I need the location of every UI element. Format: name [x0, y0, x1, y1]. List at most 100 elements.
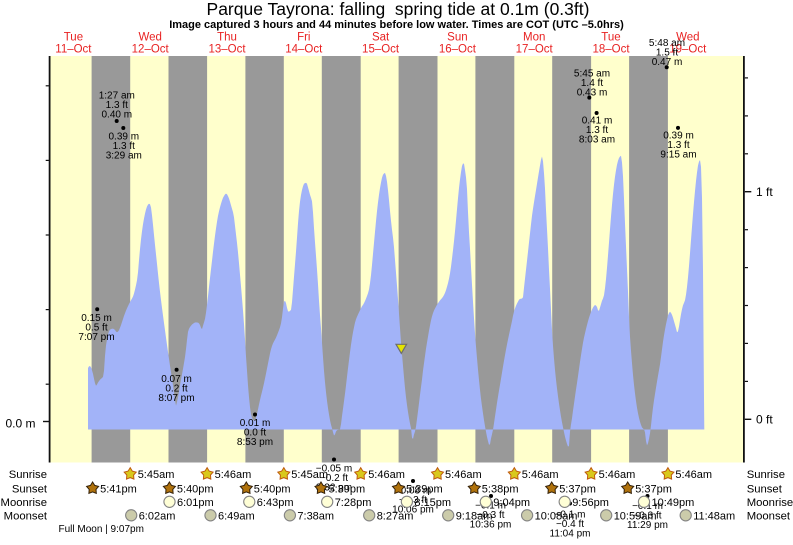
- svg-text:1.3 ft: 1.3 ft: [113, 141, 135, 152]
- svg-text:5:46am: 5:46am: [215, 469, 252, 481]
- svg-text:5:45 am: 5:45 am: [574, 69, 610, 80]
- svg-text:10:49pm: 10:49pm: [652, 497, 695, 509]
- svg-text:Full Moon | 9:07pm: Full Moon | 9:07pm: [59, 524, 144, 535]
- svg-text:Moonrise: Moonrise: [747, 497, 793, 509]
- svg-text:14–Oct: 14–Oct: [285, 44, 323, 56]
- svg-text:0.0 m: 0.0 m: [5, 417, 35, 431]
- svg-text:0.47 m: 0.47 m: [652, 57, 683, 68]
- svg-text:Wed: Wed: [138, 32, 161, 44]
- svg-text:0.01 m: 0.01 m: [240, 418, 271, 429]
- svg-text:11:29 pm: 11:29 pm: [627, 520, 668, 531]
- svg-text:16–Oct: 16–Oct: [439, 44, 477, 56]
- svg-text:1.3 ft: 1.3 ft: [586, 125, 608, 136]
- svg-text:−0.3 ft: −0.3 ft: [476, 510, 504, 521]
- svg-text:−0.3 ft: −0.3 ft: [399, 495, 427, 506]
- svg-text:10:36 pm: 10:36 pm: [470, 519, 512, 530]
- svg-text:8:27am: 8:27am: [377, 510, 414, 522]
- svg-text:0.40 m: 0.40 m: [102, 109, 133, 120]
- svg-text:5:46am: 5:46am: [522, 469, 559, 481]
- svg-text:5:41pm: 5:41pm: [100, 483, 137, 495]
- svg-text:5:46am: 5:46am: [368, 469, 405, 481]
- svg-text:5:45am: 5:45am: [291, 469, 328, 481]
- svg-text:5:38pm: 5:38pm: [482, 483, 519, 495]
- svg-text:1 ft: 1 ft: [756, 185, 773, 199]
- svg-text:0.15 m: 0.15 m: [81, 313, 112, 324]
- svg-text:−0.05 m: −0.05 m: [316, 464, 352, 475]
- svg-text:5:45am: 5:45am: [138, 469, 175, 481]
- svg-text:8:15pm: 8:15pm: [414, 497, 451, 509]
- svg-text:0.2 ft: 0.2 ft: [165, 383, 187, 394]
- svg-text:0.39 m: 0.39 m: [109, 132, 140, 143]
- svg-text:9:15 am: 9:15 am: [660, 149, 696, 160]
- svg-text:11–Oct: 11–Oct: [55, 44, 92, 56]
- svg-text:5:40pm: 5:40pm: [177, 483, 214, 495]
- svg-text:Thu: Thu: [217, 32, 237, 44]
- svg-text:0.0 ft: 0.0 ft: [244, 427, 266, 438]
- svg-text:Sunset: Sunset: [12, 483, 48, 495]
- svg-text:Fri: Fri: [297, 32, 310, 44]
- svg-text:Sun: Sun: [447, 32, 467, 44]
- svg-text:Sunrise: Sunrise: [747, 469, 785, 481]
- svg-text:1:27 am: 1:27 am: [99, 91, 135, 102]
- svg-text:−0.08 m: −0.08 m: [395, 486, 431, 497]
- svg-text:5:46am: 5:46am: [675, 469, 712, 481]
- svg-text:9:56pm: 9:56pm: [572, 497, 609, 509]
- svg-text:5:37pm: 5:37pm: [635, 483, 672, 495]
- svg-text:5:37pm: 5:37pm: [559, 483, 596, 495]
- svg-text:0.39 m: 0.39 m: [663, 131, 694, 142]
- svg-text:7:07 pm: 7:07 pm: [78, 332, 114, 343]
- svg-text:1.5 ft: 1.5 ft: [656, 47, 678, 58]
- svg-text:Wed: Wed: [676, 32, 699, 44]
- svg-text:6:02am: 6:02am: [139, 510, 176, 522]
- svg-text:7:38am: 7:38am: [297, 510, 334, 522]
- svg-text:9:32 pm: 9:32 pm: [316, 482, 352, 493]
- svg-text:5:40pm: 5:40pm: [254, 483, 291, 495]
- svg-text:7:28pm: 7:28pm: [335, 497, 372, 509]
- svg-text:Moonrise: Moonrise: [1, 497, 47, 509]
- svg-text:8:07 pm: 8:07 pm: [158, 393, 194, 404]
- svg-text:0.41 m: 0.41 m: [582, 116, 613, 127]
- svg-text:Image captured 3 hours and 44: Image captured 3 hours and 44 minutes be…: [169, 19, 624, 31]
- svg-text:Parque Tayrona: falling sprin: Parque Tayrona: falling spring tide at 0…: [207, 0, 590, 19]
- svg-text:1.3 ft: 1.3 ft: [106, 100, 128, 111]
- svg-text:1.3 ft: 1.3 ft: [667, 140, 689, 151]
- svg-text:−0.3 ft: −0.3 ft: [633, 510, 661, 521]
- svg-text:6:01pm: 6:01pm: [177, 497, 214, 509]
- svg-text:0.5 ft: 0.5 ft: [85, 322, 107, 333]
- svg-text:15–Oct: 15–Oct: [362, 44, 400, 56]
- svg-text:8:03 am: 8:03 am: [579, 134, 615, 145]
- svg-text:Mon: Mon: [523, 32, 545, 44]
- svg-text:3:29 am: 3:29 am: [106, 150, 142, 161]
- svg-text:−0.1 m: −0.1 m: [475, 501, 506, 512]
- svg-text:10:06 pm: 10:06 pm: [392, 504, 434, 515]
- svg-text:5:39pm: 5:39pm: [406, 483, 443, 495]
- svg-text:Tue: Tue: [64, 32, 83, 44]
- svg-text:18–Oct: 18–Oct: [592, 44, 630, 56]
- svg-text:11:04 pm: 11:04 pm: [550, 528, 591, 539]
- svg-text:6:49am: 6:49am: [218, 510, 255, 522]
- svg-text:13–Oct: 13–Oct: [208, 44, 246, 56]
- svg-text:11:48am: 11:48am: [693, 510, 735, 522]
- svg-text:−0.2 ft: −0.2 ft: [320, 473, 348, 484]
- svg-text:Sunrise: Sunrise: [9, 469, 47, 481]
- svg-text:5:48 am: 5:48 am: [649, 38, 685, 49]
- svg-text:9:18am: 9:18am: [456, 510, 493, 522]
- svg-text:Sat: Sat: [372, 32, 390, 44]
- svg-text:5:39pm: 5:39pm: [329, 483, 366, 495]
- svg-text:1.4 ft: 1.4 ft: [581, 78, 603, 89]
- svg-text:Tue: Tue: [601, 32, 620, 44]
- svg-text:17–Oct: 17–Oct: [516, 44, 554, 56]
- svg-text:9:04pm: 9:04pm: [493, 497, 530, 509]
- svg-text:Sunset: Sunset: [747, 483, 783, 495]
- svg-text:−0.4 ft: −0.4 ft: [556, 519, 584, 530]
- svg-text:0.43 m: 0.43 m: [577, 87, 608, 98]
- svg-text:Moonset: Moonset: [4, 511, 48, 523]
- svg-text:8:53 pm: 8:53 pm: [237, 437, 273, 448]
- svg-text:19–Oct: 19–Oct: [669, 44, 707, 56]
- svg-text:12–Oct: 12–Oct: [132, 44, 170, 56]
- svg-text:0 ft: 0 ft: [756, 413, 773, 427]
- svg-text:−0.1 m: −0.1 m: [555, 510, 586, 521]
- svg-text:5:46am: 5:46am: [445, 469, 482, 481]
- svg-text:0.07 m: 0.07 m: [161, 374, 192, 385]
- svg-text:10:08am: 10:08am: [535, 510, 578, 522]
